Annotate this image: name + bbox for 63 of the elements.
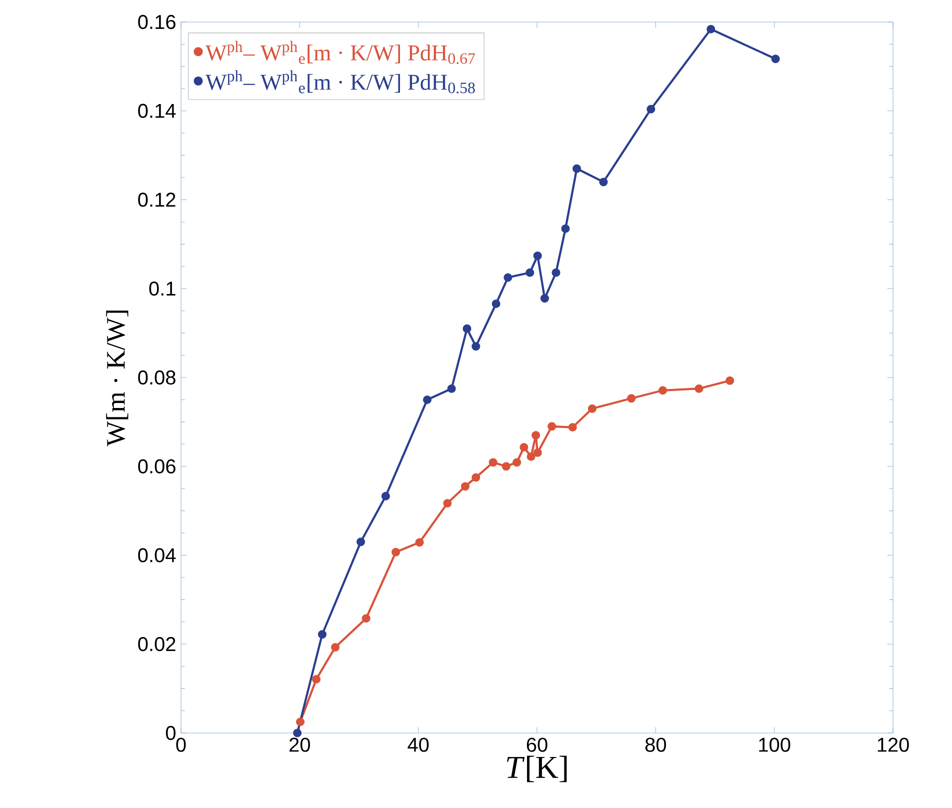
y-tick-label: 0 [166, 726, 176, 740]
point [540, 294, 549, 303]
y-tick-label: 0.1 [149, 282, 176, 296]
y-tick-label: 0.16 [138, 14, 176, 30]
point [548, 422, 556, 431]
point [312, 674, 321, 684]
point [293, 728, 302, 738]
point [533, 448, 542, 457]
point [552, 268, 560, 277]
point [627, 394, 636, 403]
point [392, 548, 400, 556]
point [512, 458, 522, 467]
x-tick-label: 20 [290, 738, 310, 752]
point [561, 224, 570, 233]
point [771, 54, 780, 64]
point [492, 299, 500, 308]
point [488, 458, 498, 467]
x-tick-label: 120 [878, 738, 909, 752]
point [526, 452, 536, 461]
point [460, 482, 470, 491]
point [443, 498, 452, 508]
point [572, 164, 582, 173]
point [504, 273, 512, 282]
x-tick-label: 40 [408, 738, 429, 752]
point [526, 268, 534, 277]
point [520, 443, 528, 452]
y-tick-label: 0.08 [138, 370, 176, 385]
point [532, 431, 540, 440]
x-tick-label: 80 [645, 738, 666, 752]
point [726, 376, 734, 385]
x-tick-label: 100 [759, 738, 790, 752]
point [706, 24, 716, 34]
point [599, 178, 608, 186]
x-tick-label: 60 [526, 738, 548, 752]
x-axis-title: T[K] [507, 756, 567, 782]
point [502, 462, 510, 471]
y-tick-label: 0.04 [138, 548, 176, 562]
point [472, 342, 480, 351]
point [588, 404, 596, 413]
point [356, 538, 366, 546]
point [415, 538, 424, 547]
point [362, 614, 370, 623]
y-tick-label: 0.02 [138, 637, 176, 652]
point [318, 630, 326, 639]
y-axis-title: W[m · K/W] [106, 310, 128, 446]
point [658, 386, 668, 395]
point [296, 718, 305, 726]
point [694, 384, 704, 393]
y-tick-label: 0.12 [138, 192, 176, 207]
point [381, 492, 390, 500]
point [447, 384, 456, 393]
point [462, 324, 472, 333]
y-tick-label: 0.06 [138, 459, 176, 474]
point [422, 395, 432, 404]
point [646, 104, 656, 114]
point [533, 251, 542, 260]
point [331, 642, 340, 652]
y-tick-label: 0.14 [138, 104, 176, 118]
x-tick-label: 0 [176, 738, 186, 752]
legend-label: W$^{ph}$– W$^{ph}$$_{e}$[m · K/W] PdH$_{0.58}$ [205, 70, 475, 94]
point [568, 423, 577, 432]
point [472, 473, 480, 482]
legend-label: W$^{ph}$– W$^{ph}$$_{e}$[m · K/W] PdH$_{0.67}$ [205, 40, 475, 64]
